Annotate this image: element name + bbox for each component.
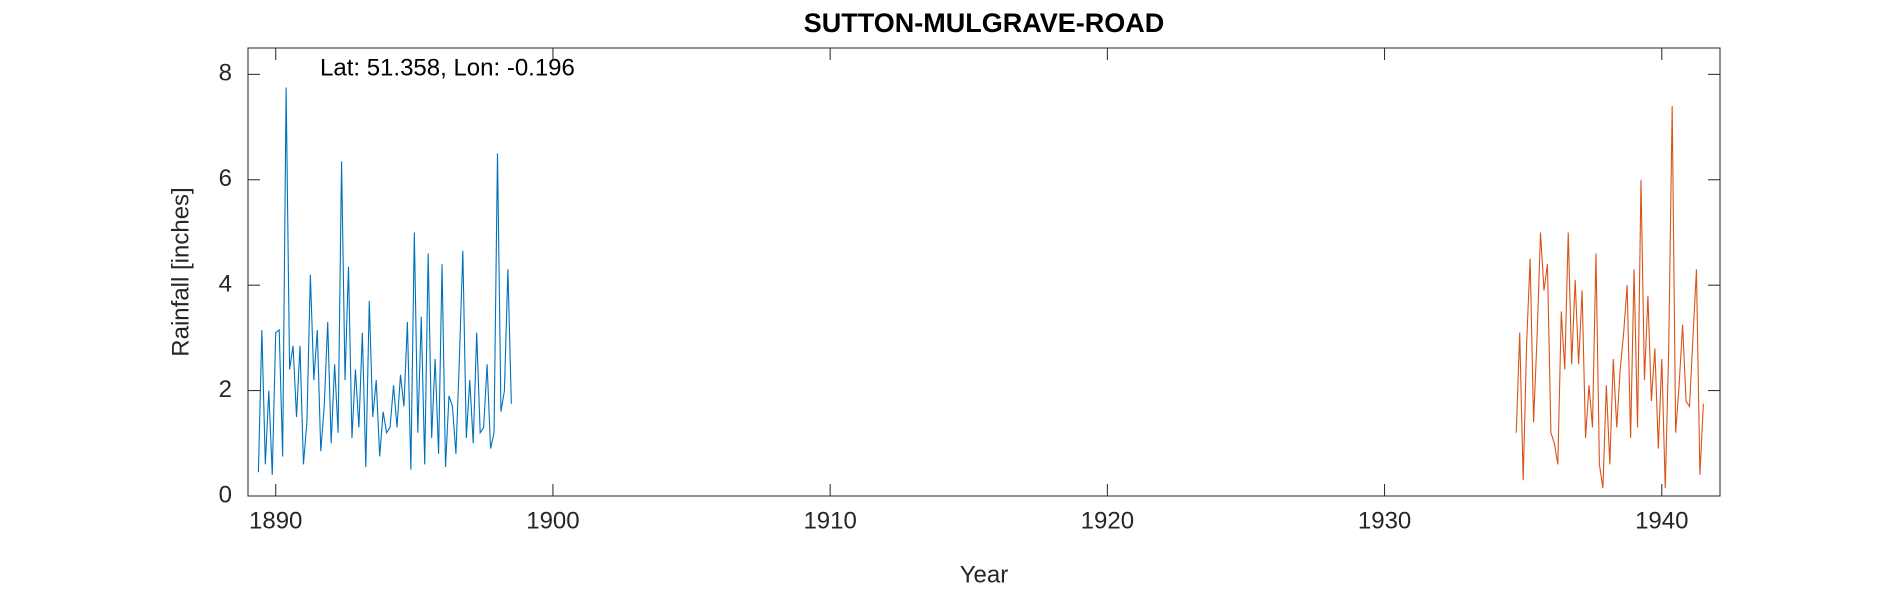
y-tick-label: 4: [219, 271, 232, 298]
x-axis-label: Year: [960, 561, 1009, 588]
x-tick-label: 1910: [803, 507, 856, 534]
y-axis-label: Rainfall [inches]: [167, 187, 194, 356]
y-tick-label: 0: [219, 481, 232, 508]
x-tick-label: 1920: [1081, 507, 1134, 534]
chart-title: SUTTON-MULGRAVE-ROAD: [804, 8, 1164, 38]
annotation: Lat: 51.358, Lon: -0.196: [320, 54, 575, 81]
axes-box: [247, 47, 1721, 497]
data-line: [257, 87, 512, 475]
y-tick-label: 8: [219, 60, 232, 87]
x-tick-label: 1930: [1358, 507, 1411, 534]
y-tick-label: 6: [219, 165, 232, 192]
x-tick-label: 1890: [249, 507, 302, 534]
x-tick-label: 1900: [526, 507, 579, 534]
x-tick-label: 1940: [1635, 507, 1688, 534]
y-tick-label: 2: [219, 376, 232, 403]
data-line: [1515, 105, 1704, 489]
